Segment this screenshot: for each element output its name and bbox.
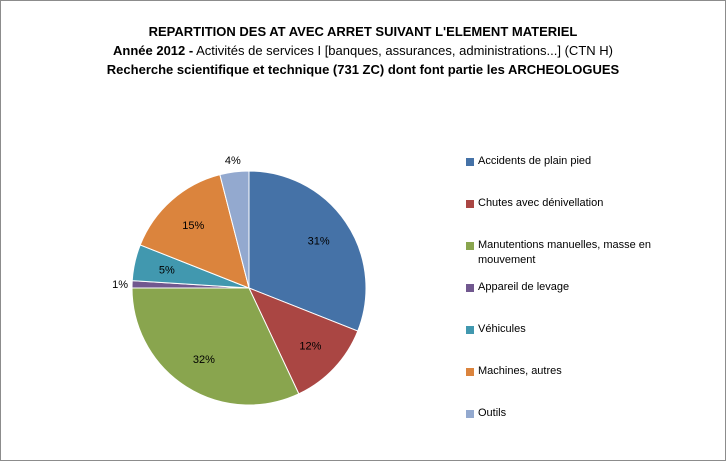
title-year: Année 2012 - xyxy=(113,43,194,58)
pie-label-accidents-de-plain-pied: 31% xyxy=(308,236,330,248)
pie-slices xyxy=(131,170,367,406)
legend-label: Manutentions manuelles, masse en mouveme… xyxy=(478,239,652,266)
legend-label: Appareil de levage xyxy=(478,281,570,293)
legend-label: Outils xyxy=(478,407,507,419)
legend-item-machines-autres: Machines, autres xyxy=(466,362,716,404)
pie-label-manutentions-manuelles-masse-en-mouvement: 32% xyxy=(193,354,215,366)
pie-label-chutes-avec-denivellation: 12% xyxy=(299,341,321,353)
pie-labels: 31% 12% 32% 1% 5% 15% 4% xyxy=(112,155,330,366)
legend-item-appareil-de-levage: Appareil de levage xyxy=(466,278,716,320)
chart-title: REPARTITION DES AT AVEC ARRET SUIVANT L'… xyxy=(0,22,726,79)
legend-label: Machines, autres xyxy=(478,365,562,377)
legend-swatch xyxy=(466,410,474,418)
chart-legend: Accidents de plain pied Chutes avec déniv… xyxy=(466,152,716,446)
legend-label: Chutes avec dénivellation xyxy=(478,197,604,209)
pie-label-machines-autres: 15% xyxy=(182,220,204,232)
legend-item-chutes-avec-denivellation: Chutes avec dénivellation xyxy=(466,194,716,236)
title-line-1: REPARTITION DES AT AVEC ARRET SUIVANT L'… xyxy=(148,24,578,39)
legend-swatch xyxy=(466,242,474,250)
legend-swatch xyxy=(466,284,474,292)
pie-slice-manutentions-manuelles-masse-en-mouvement xyxy=(131,287,300,406)
title-line-2: Année 2012 - Activités de services I [ba… xyxy=(0,41,726,60)
pie-slice-machines-autres xyxy=(139,174,250,289)
legend-item-accidents-de-plain-pied: Accidents de plain pied xyxy=(466,152,716,194)
legend-swatch xyxy=(466,326,474,334)
title-line-3: Recherche scientifique et technique (731… xyxy=(106,62,620,77)
legend-item-manutentions-manuelles-masse-en-mouvement: Manutentions manuelles, masse en mouveme… xyxy=(466,236,716,278)
pie-slice-accidents-de-plain-pied xyxy=(248,170,367,332)
legend-item-vehicules: Véhicules xyxy=(466,320,716,362)
pie-label-outils: 4% xyxy=(225,155,241,167)
legend-swatch xyxy=(466,200,474,208)
pie-slice-outils xyxy=(219,170,250,289)
pie-slice-chutes-avec-denivellation xyxy=(248,287,359,395)
legend-item-outils: Outils xyxy=(466,404,716,446)
legend-label: Accidents de plain pied xyxy=(478,155,592,167)
pie-label-vehicules: 5% xyxy=(159,265,175,277)
legend-swatch xyxy=(466,158,474,166)
pie-label-appareil-de-levage: 1% xyxy=(112,279,128,291)
legend-label: Véhicules xyxy=(478,323,526,335)
legend-swatch xyxy=(466,368,474,376)
title-activity: Activités de services I [banques, assura… xyxy=(193,43,613,58)
